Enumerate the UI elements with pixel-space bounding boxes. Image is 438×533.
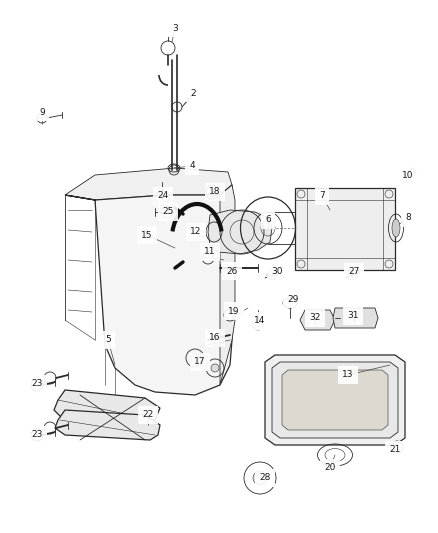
Text: 13: 13 bbox=[342, 370, 353, 379]
Text: 31: 31 bbox=[346, 311, 358, 320]
Text: 11: 11 bbox=[204, 247, 215, 256]
Polygon shape bbox=[65, 168, 231, 200]
Text: 28: 28 bbox=[259, 473, 270, 482]
Polygon shape bbox=[281, 370, 387, 430]
Text: 17: 17 bbox=[194, 358, 205, 367]
Text: 9: 9 bbox=[39, 108, 45, 117]
Text: 26: 26 bbox=[226, 266, 237, 276]
Text: 16: 16 bbox=[209, 334, 220, 343]
Text: 14: 14 bbox=[254, 317, 265, 326]
Text: 30: 30 bbox=[271, 268, 282, 277]
Text: 21: 21 bbox=[389, 446, 400, 455]
Text: 2: 2 bbox=[190, 88, 195, 98]
Polygon shape bbox=[294, 188, 394, 270]
Text: 8: 8 bbox=[404, 214, 410, 222]
Text: 22: 22 bbox=[142, 410, 153, 419]
Circle shape bbox=[211, 364, 219, 372]
Polygon shape bbox=[332, 308, 377, 328]
Text: 6: 6 bbox=[265, 215, 270, 224]
Polygon shape bbox=[265, 355, 404, 445]
Text: 32: 32 bbox=[309, 313, 320, 322]
Text: 29: 29 bbox=[286, 295, 298, 303]
Text: 15: 15 bbox=[141, 230, 152, 239]
Polygon shape bbox=[65, 185, 231, 395]
Text: 5: 5 bbox=[105, 335, 111, 344]
Text: 4: 4 bbox=[189, 161, 194, 171]
Ellipse shape bbox=[391, 219, 399, 237]
Text: 18: 18 bbox=[209, 188, 220, 197]
Polygon shape bbox=[219, 185, 234, 385]
Text: 12: 12 bbox=[190, 228, 201, 237]
Text: 23: 23 bbox=[31, 379, 42, 389]
Text: 19: 19 bbox=[228, 306, 239, 316]
Text: 27: 27 bbox=[347, 268, 359, 277]
Text: 20: 20 bbox=[324, 464, 335, 472]
Text: 3: 3 bbox=[172, 23, 177, 33]
Text: 23: 23 bbox=[31, 431, 42, 440]
Polygon shape bbox=[54, 390, 159, 425]
Text: 7: 7 bbox=[318, 191, 324, 200]
Text: 10: 10 bbox=[401, 171, 413, 180]
Polygon shape bbox=[208, 210, 272, 254]
Polygon shape bbox=[299, 310, 334, 330]
Text: 25: 25 bbox=[162, 207, 173, 216]
Circle shape bbox=[191, 354, 198, 362]
Polygon shape bbox=[55, 410, 159, 440]
Ellipse shape bbox=[252, 471, 266, 485]
Polygon shape bbox=[272, 362, 397, 438]
Text: 24: 24 bbox=[157, 191, 168, 200]
